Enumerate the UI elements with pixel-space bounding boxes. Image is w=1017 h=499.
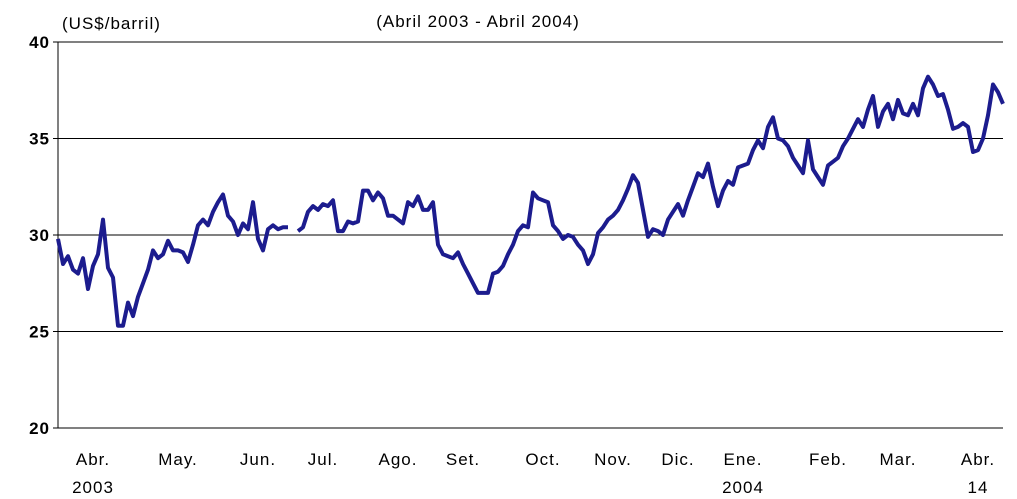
x-tick-label: Oct. [525,450,560,469]
x-tick-label: Jul. [308,450,338,469]
x-tick-label-line: Set. [446,450,480,469]
x-tick-label: Abr. 14 [961,450,995,497]
y-tick-label: 25 [29,323,50,342]
x-tick-label: Ene. 2004 [722,450,764,497]
x-tick-label-line: Ago. [379,450,418,469]
x-tick-label-line: Dic. [661,450,694,469]
y-tick-label: 35 [29,130,50,149]
data-line [56,74,1005,328]
x-tick-label-line: Ene. [724,450,763,469]
x-tick-label-line: Jul. [308,450,338,469]
y-tick-label: 20 [29,419,50,438]
x-tick-label-line: Feb. [809,450,847,469]
y-tick-label: 40 [29,33,50,52]
x-tick-label: Nov. [594,450,632,469]
x-tick-label: Dic. [661,450,694,469]
x-tick-label-line: 14 [968,478,989,497]
x-tick-label: Set. [446,450,480,469]
x-tick-label-line: Nov. [594,450,632,469]
y-axis-label: (US$/barril) [62,14,161,33]
x-tick-label: Mar. [879,450,916,469]
x-tick-label-line: Abr. [76,450,110,469]
x-tick-label-line: 2003 [72,478,114,497]
x-tick-label: Ago. [379,450,418,469]
x-tick-label-line: Mar. [879,450,916,469]
chart-title: (Abril 2003 - Abril 2004) [376,12,580,31]
x-tick-label: May. [158,450,198,469]
x-tick-label-line: Abr. [961,450,995,469]
y-tick-label: 30 [29,226,50,245]
x-tick-label: Feb. [809,450,847,469]
x-tick-label-line: Jun. [240,450,276,469]
x-tick-label-line: 2004 [722,478,764,497]
x-tick-label: Jun. [240,450,276,469]
x-tick-label: Abr. 2003 [72,450,114,497]
x-tick-label-line: May. [158,450,198,469]
x-tick-label-line: Oct. [525,450,560,469]
